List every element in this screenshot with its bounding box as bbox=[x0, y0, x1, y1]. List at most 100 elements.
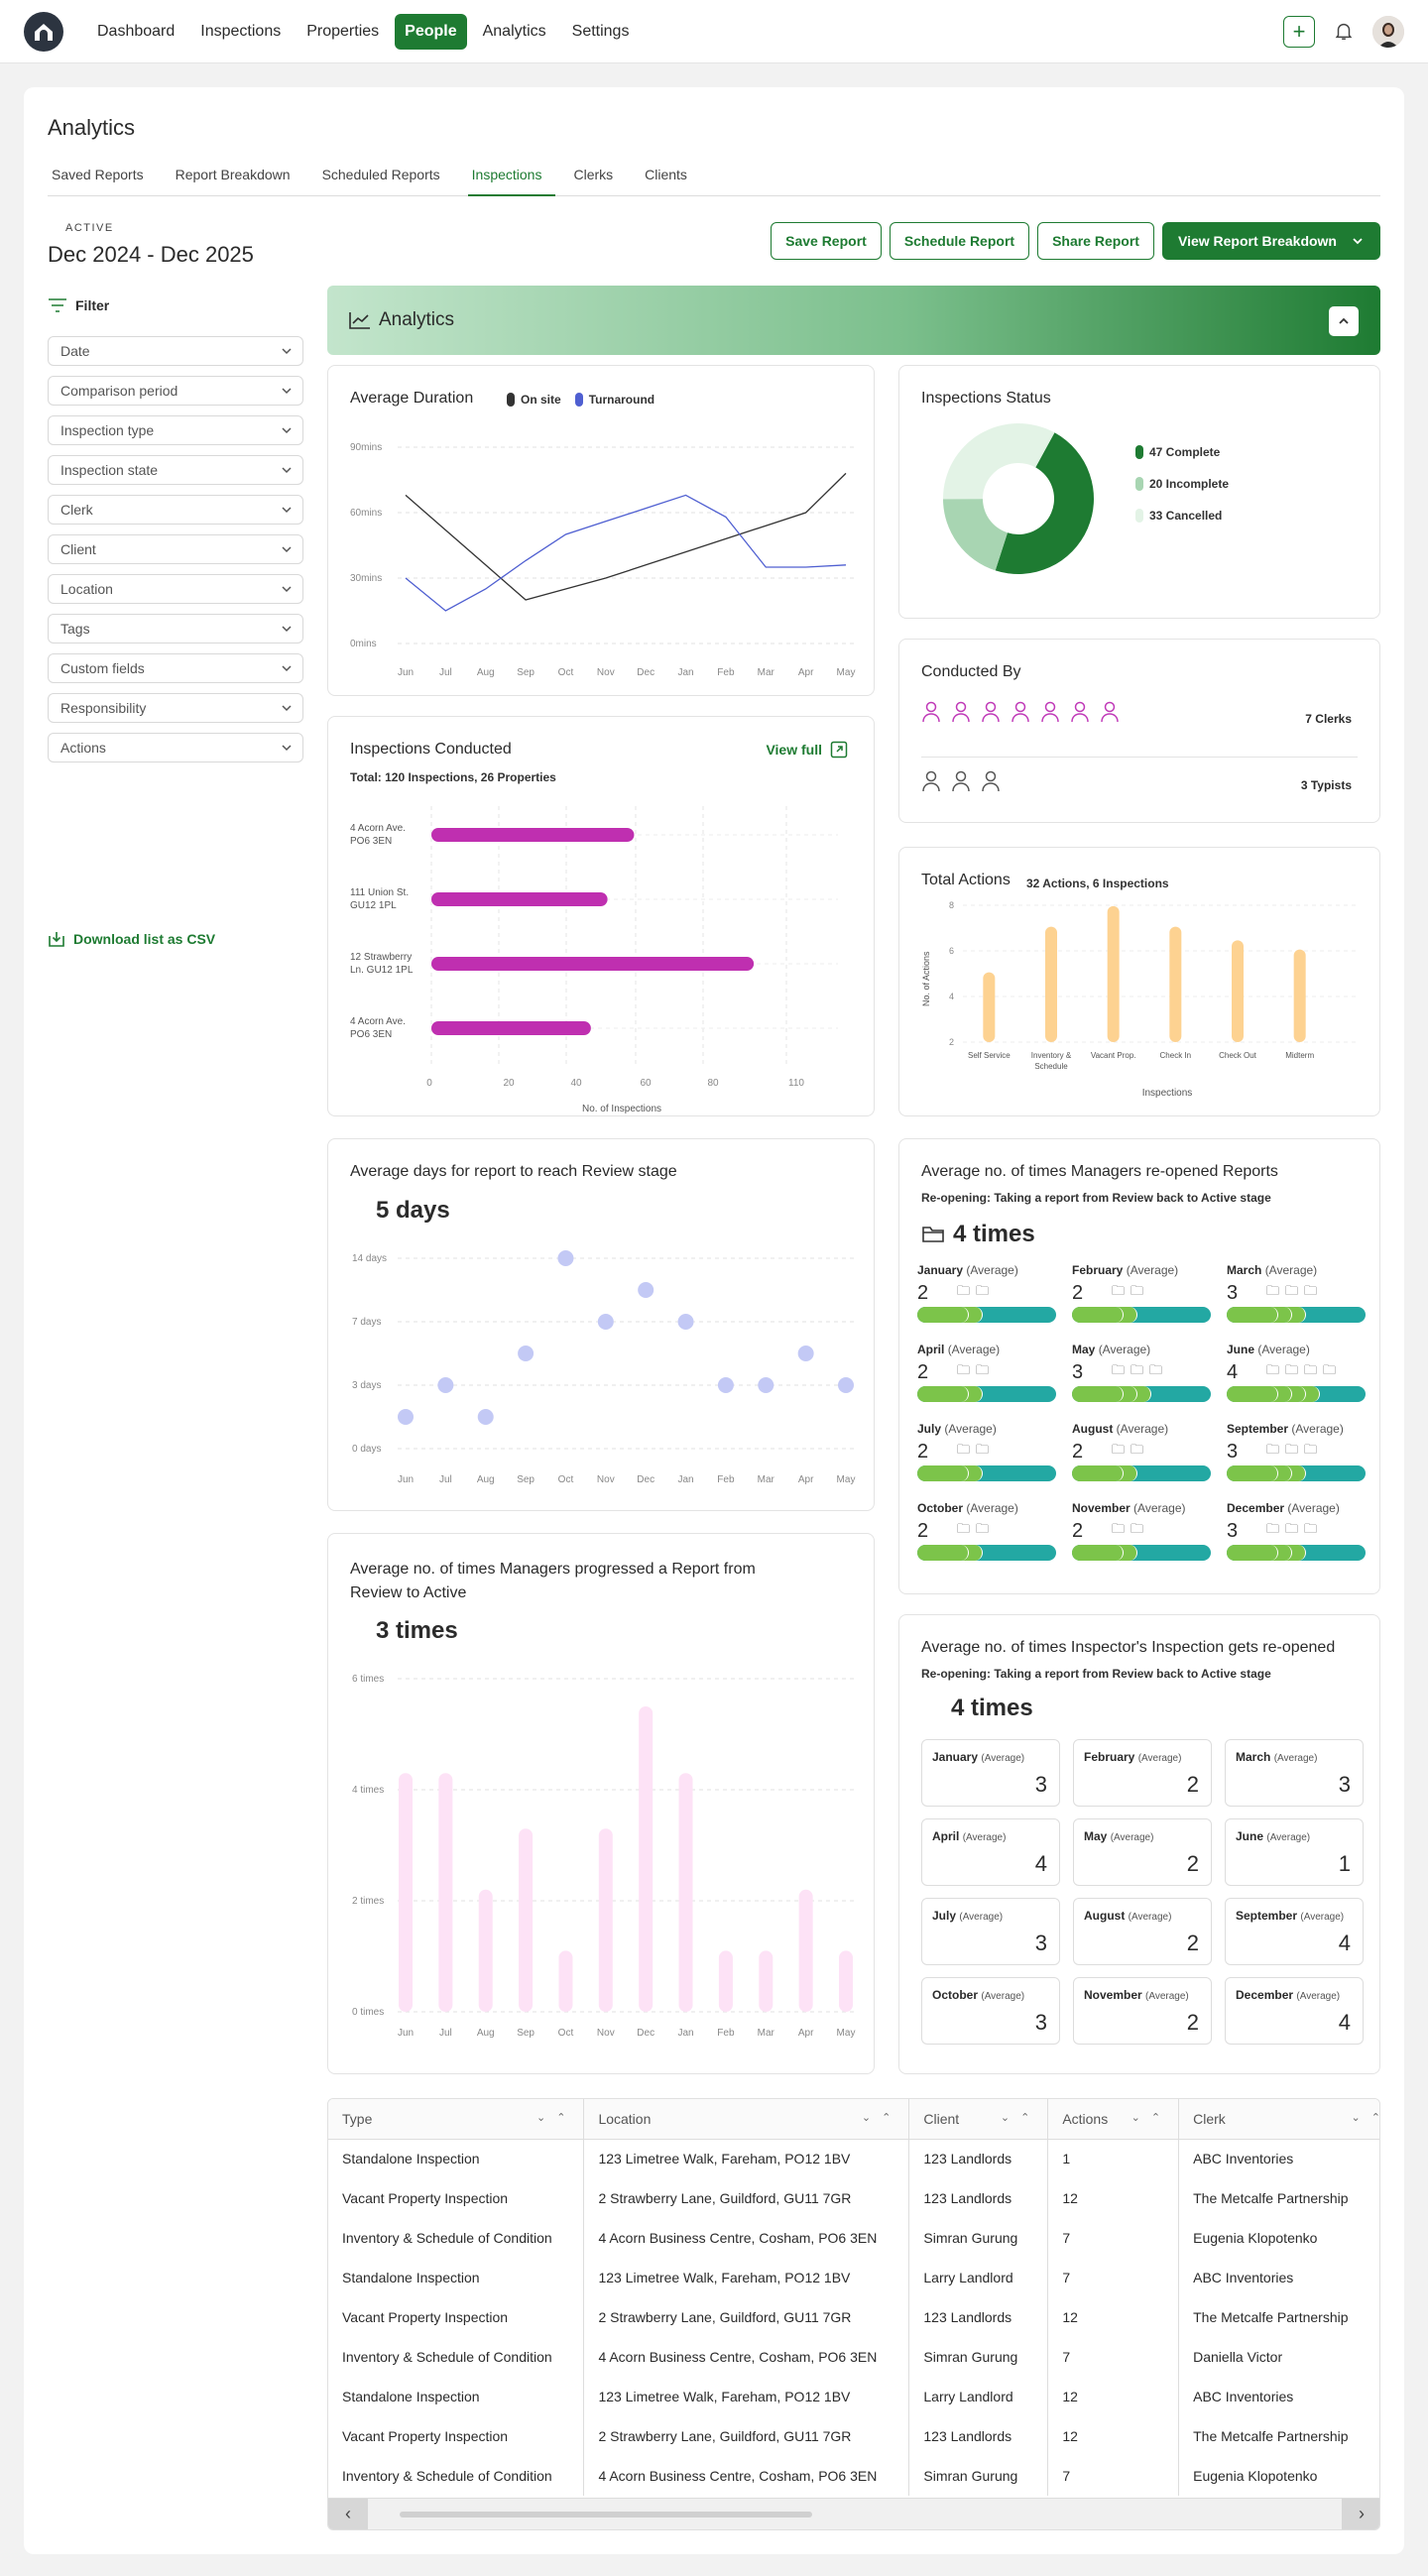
column-type[interactable]: Type ⌄ ⌃ bbox=[328, 2099, 585, 2140]
inspector-reopened-subtitle: Re-opening: Taking a report from Review … bbox=[921, 1667, 1271, 1681]
x-tick-label: Aug bbox=[477, 2028, 495, 2039]
x-tick-label: Apr bbox=[798, 1474, 814, 1485]
share-report-button[interactable]: Share Report bbox=[1037, 222, 1154, 260]
table-row[interactable]: Vacant Property Inspection 2 Strawberry L… bbox=[328, 2178, 1379, 2218]
tab-clerks[interactable]: Clerks bbox=[573, 167, 614, 182]
month-label: August (Average) bbox=[1084, 1909, 1172, 1923]
table-cell: ABC Inventories bbox=[1178, 2139, 1379, 2178]
filter-header[interactable]: Filter bbox=[48, 297, 109, 313]
typist-person-icon bbox=[951, 770, 971, 795]
filter-custom-fields[interactable]: Custom fields bbox=[48, 653, 303, 683]
x-tick-label: 20 bbox=[503, 1078, 515, 1089]
month-label: October (Average) bbox=[932, 1988, 1025, 2002]
table-row[interactable]: Inventory & Schedule of Condition 4 Acorn… bbox=[328, 2456, 1379, 2496]
nav-inspections[interactable]: Inspections bbox=[200, 23, 282, 40]
table-row[interactable]: Vacant Property Inspection 2 Strawberry L… bbox=[328, 2297, 1379, 2337]
x-tick-label: Dec bbox=[637, 1474, 654, 1485]
x-tick-label: Self Service bbox=[968, 1051, 1011, 1060]
tab-clients[interactable]: Clients bbox=[645, 167, 687, 182]
column-location[interactable]: Location ⌄ ⌃ bbox=[583, 2099, 910, 2140]
view-full-link[interactable]: View full bbox=[766, 741, 848, 759]
bell-icon[interactable] bbox=[1333, 20, 1355, 45]
chevron-down-icon bbox=[282, 348, 292, 355]
scroll-left-button[interactable]: ‹ bbox=[328, 2499, 368, 2529]
filter-actions[interactable]: Actions bbox=[48, 733, 303, 762]
table-row[interactable]: Standalone Inspection 123 Limetree Walk, … bbox=[328, 2139, 1379, 2178]
month-value: 2 bbox=[917, 1440, 929, 1463]
collapse-button[interactable] bbox=[1329, 306, 1359, 336]
column-actions[interactable]: Actions ⌄ ⌃ bbox=[1047, 2099, 1180, 2140]
filter-comparison-period[interactable]: Comparison period bbox=[48, 376, 303, 406]
table-row[interactable]: Standalone Inspection 123 Limetree Walk, … bbox=[328, 2258, 1379, 2297]
table-cell: 4 Acorn Business Centre, Cosham, PO6 3EN bbox=[583, 2337, 910, 2377]
home-logo[interactable] bbox=[24, 12, 63, 52]
nav-settings[interactable]: Settings bbox=[571, 23, 630, 40]
filter-client[interactable]: Client bbox=[48, 534, 303, 564]
filter-label: Tags bbox=[60, 621, 90, 637]
inspector-month-may: May (Average) 2 bbox=[1073, 1818, 1212, 1886]
column-clerk[interactable]: Clerk⌄ ⌃ bbox=[1178, 2099, 1380, 2140]
nav-analytics[interactable]: Analytics bbox=[482, 23, 546, 40]
add-icon[interactable]: + bbox=[1283, 16, 1315, 48]
bar-sep bbox=[519, 1828, 534, 2012]
month-label: November (Average) bbox=[1072, 1501, 1186, 1515]
clerk-person-icon bbox=[921, 701, 941, 726]
folder-icon: 🗀 bbox=[1304, 1521, 1318, 1536]
table-cell: Standalone Inspection bbox=[328, 2258, 585, 2297]
main-nav: Dashboard Inspections Properties People Anal… bbox=[87, 14, 639, 50]
y-axis-label: No. of Actions bbox=[921, 951, 931, 1006]
bar-apr bbox=[798, 1889, 813, 2012]
sort-icon[interactable]: ⌄ ⌃ bbox=[1130, 2111, 1165, 2124]
table-row[interactable]: Inventory & Schedule of Condition 4 Acorn… bbox=[328, 2218, 1379, 2258]
tab-scheduled-reports[interactable]: Scheduled Reports bbox=[321, 167, 440, 182]
nav-dashboard[interactable]: Dashboard bbox=[97, 23, 176, 40]
progressed-chart: 6 times 4 times 2 times 0 times Jun Jul Aug Sep… bbox=[352, 1674, 855, 2039]
filter-location[interactable]: Location bbox=[48, 574, 303, 604]
tab-inspections[interactable]: Inspections bbox=[467, 167, 556, 196]
tab-report-breakdown[interactable]: Report Breakdown bbox=[175, 167, 291, 182]
folder-icon: 🗀 bbox=[957, 1283, 971, 1298]
column-client[interactable]: Client ⌄ ⌃ bbox=[908, 2099, 1049, 2140]
table-row[interactable]: Inventory & Schedule of Condition 4 Acorn… bbox=[328, 2337, 1379, 2377]
filter-title: Filter bbox=[75, 297, 110, 313]
month-value: 2 bbox=[1186, 1772, 1199, 1797]
scatter-point bbox=[398, 1409, 414, 1425]
folder-icon: 🗀 bbox=[957, 1442, 971, 1457]
table-row[interactable]: Vacant Property Inspection 2 Strawberry L… bbox=[328, 2416, 1379, 2456]
horizontal-scrollbar[interactable]: ‹ › bbox=[328, 2498, 1379, 2529]
conducted-by-card: Conducted By 7 Clerks 3 Typists bbox=[898, 639, 1380, 823]
filter-date[interactable]: Date bbox=[48, 336, 303, 366]
view-report-breakdown-button[interactable]: View Report Breakdown bbox=[1161, 222, 1380, 260]
sort-icon[interactable]: ⌄ ⌃ bbox=[1351, 2111, 1380, 2124]
save-report-button[interactable]: Save Report bbox=[771, 222, 882, 260]
tab-saved-reports[interactable]: Saved Reports bbox=[52, 167, 144, 182]
scroll-thumb[interactable] bbox=[400, 2512, 812, 2517]
table-row[interactable]: Standalone Inspection 123 Limetree Walk, … bbox=[328, 2377, 1379, 2416]
scroll-right-button[interactable]: › bbox=[1342, 2499, 1379, 2529]
x-tick-label: Apr bbox=[798, 667, 814, 678]
month-label: November (Average) bbox=[1084, 1988, 1189, 2002]
table-cell: Vacant Property Inspection bbox=[328, 2416, 585, 2456]
y-tick-label: 3 days bbox=[352, 1380, 381, 1391]
filter-inspection-state[interactable]: Inspection state bbox=[48, 455, 303, 485]
table-cell: Standalone Inspection bbox=[328, 2139, 585, 2178]
donut-slice-cancelled bbox=[943, 423, 1055, 500]
sort-icon[interactable]: ⌄ ⌃ bbox=[1000, 2111, 1034, 2124]
filter-clerk[interactable]: Clerk bbox=[48, 495, 303, 525]
filter-tags[interactable]: Tags bbox=[48, 614, 303, 644]
table-cell: 7 bbox=[1047, 2456, 1180, 2496]
download-csv-link[interactable]: Download list as CSV bbox=[48, 930, 215, 948]
month-july: July (Average) 2 🗀 🗀 bbox=[917, 1422, 1056, 1481]
table-cell: Inventory & Schedule of Condition bbox=[328, 2456, 585, 2496]
schedule-report-button[interactable]: Schedule Report bbox=[889, 222, 1030, 260]
sort-icon[interactable]: ⌄ ⌃ bbox=[536, 2111, 570, 2124]
nav-properties[interactable]: Properties bbox=[306, 23, 380, 40]
filter-inspection-type[interactable]: Inspection type bbox=[48, 415, 303, 445]
sort-icon[interactable]: ⌄ ⌃ bbox=[861, 2111, 895, 2124]
filter-responsibility[interactable]: Responsibility bbox=[48, 693, 303, 723]
total-actions-subtitle: 32 Actions, 6 Inspections bbox=[1026, 877, 1169, 890]
nav-people[interactable]: People bbox=[395, 14, 467, 50]
table-cell: Inventory & Schedule of Condition bbox=[328, 2337, 585, 2377]
inspector-month-april: April (Average) 4 bbox=[921, 1818, 1060, 1886]
user-avatar[interactable] bbox=[1372, 16, 1404, 48]
